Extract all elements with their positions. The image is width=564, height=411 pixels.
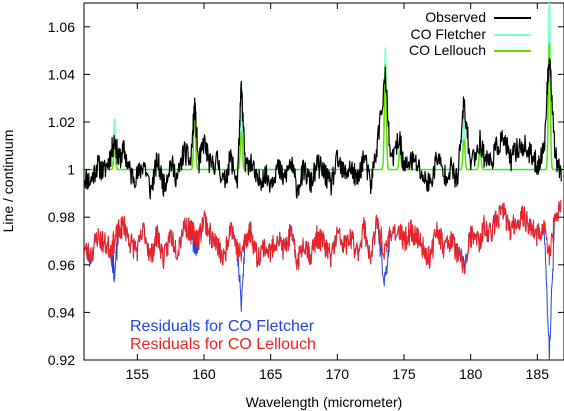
legend-label-observed: Observed bbox=[425, 9, 486, 25]
y-tick-label: 1.04 bbox=[48, 66, 75, 82]
x-axis-title: Wavelength (micrometer) bbox=[246, 394, 403, 410]
x-tick-label: 185 bbox=[526, 366, 550, 382]
x-tick-label: 170 bbox=[326, 366, 350, 382]
y-tick-label: 1.02 bbox=[48, 114, 75, 130]
x-tick-label: 160 bbox=[192, 366, 216, 382]
y-tick-label: 1 bbox=[67, 162, 75, 178]
series-line-co-fletcher bbox=[84, 3, 564, 171]
y-tick-label: 0.94 bbox=[48, 304, 75, 320]
y-tick-label: 0.92 bbox=[48, 352, 75, 368]
x-tick-label: 165 bbox=[259, 366, 283, 382]
legend: Observed CO Fletcher CO Lellouch bbox=[409, 9, 531, 58]
y-tick-label: 0.96 bbox=[48, 257, 75, 273]
legend-label-co-fletcher: CO Fletcher bbox=[411, 26, 487, 42]
y-axis-title: Line / continuum bbox=[0, 130, 16, 233]
series-line-co-lellouch bbox=[84, 43, 564, 171]
annotation-residuals-fletcher: Residuals for CO Fletcher bbox=[130, 318, 315, 335]
annotation-residuals-lellouch: Residuals for CO Lellouch bbox=[130, 336, 316, 353]
plot-frame bbox=[83, 2, 564, 361]
x-tick-label: 180 bbox=[459, 366, 483, 382]
y-tick-label: 0.98 bbox=[48, 209, 75, 225]
series-line-residuals-lellouch bbox=[84, 200, 562, 275]
series-layer bbox=[84, 3, 564, 360]
x-tick-label: 175 bbox=[392, 366, 416, 382]
x-tick-label: 155 bbox=[126, 366, 150, 382]
legend-label-co-lellouch: CO Lellouch bbox=[409, 42, 486, 58]
y-tick-label: 1.06 bbox=[48, 19, 75, 35]
series-line-observed bbox=[84, 58, 562, 200]
tick-layer: 155 160 165 170 175 180 185 0.92 0.94 0.96 0.98 1 1.… bbox=[48, 3, 564, 382]
